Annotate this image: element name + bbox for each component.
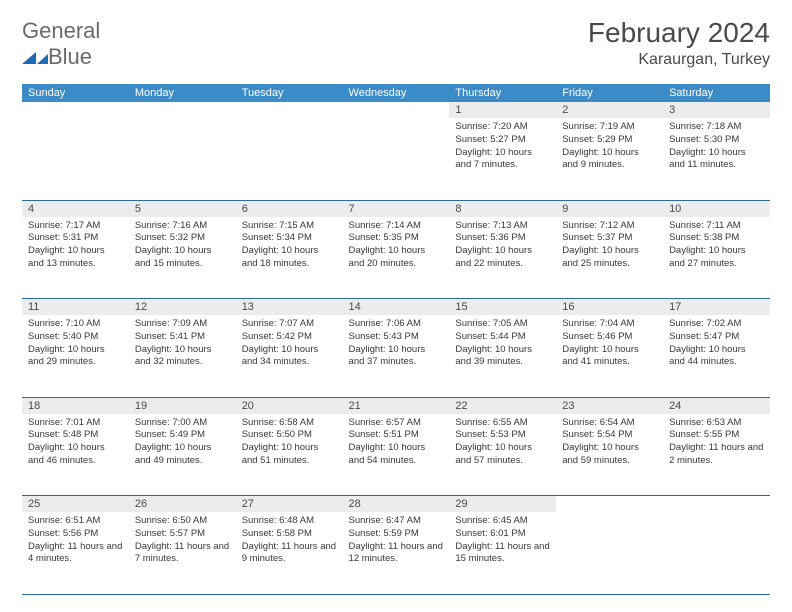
day-number-cell: 15 bbox=[449, 299, 556, 316]
day-number-cell: 6 bbox=[236, 200, 343, 217]
location-text: Karaurgan, Turkey bbox=[588, 51, 770, 69]
day-number-cell bbox=[129, 102, 236, 118]
calendar-header-row: Sunday Monday Tuesday Wednesday Thursday… bbox=[22, 84, 770, 102]
brand-line1: General bbox=[22, 18, 100, 44]
calendar-body: 123Sunrise: 7:20 AM Sunset: 5:27 PM Dayl… bbox=[22, 102, 770, 594]
day-content-cell: Sunrise: 7:02 AM Sunset: 5:47 PM Dayligh… bbox=[663, 315, 770, 397]
day-number-cell: 2 bbox=[556, 102, 663, 118]
day-number-cell: 7 bbox=[343, 200, 450, 217]
day-number-cell: 8 bbox=[449, 200, 556, 217]
day-content-cell: Sunrise: 7:01 AM Sunset: 5:48 PM Dayligh… bbox=[22, 414, 129, 496]
day-content-cell: Sunrise: 6:45 AM Sunset: 6:01 PM Dayligh… bbox=[449, 512, 556, 594]
page-header: General Blue February 2024 Karaurgan, Tu… bbox=[22, 18, 770, 70]
day-number-cell: 17 bbox=[663, 299, 770, 316]
weekday-heading: Saturday bbox=[663, 84, 770, 102]
day-number-cell: 9 bbox=[556, 200, 663, 217]
day-number-cell: 27 bbox=[236, 496, 343, 513]
day-content-cell bbox=[22, 118, 129, 200]
day-number-cell: 3 bbox=[663, 102, 770, 118]
day-content-row: Sunrise: 7:17 AM Sunset: 5:31 PM Dayligh… bbox=[22, 217, 770, 299]
day-number-cell: 4 bbox=[22, 200, 129, 217]
day-content-cell bbox=[236, 118, 343, 200]
day-number-cell: 19 bbox=[129, 397, 236, 414]
weekday-heading: Sunday bbox=[22, 84, 129, 102]
day-content-cell: Sunrise: 6:51 AM Sunset: 5:56 PM Dayligh… bbox=[22, 512, 129, 594]
day-number-cell bbox=[556, 496, 663, 513]
weekday-heading: Friday bbox=[556, 84, 663, 102]
month-title: February 2024 bbox=[588, 18, 770, 49]
weekday-heading: Monday bbox=[129, 84, 236, 102]
day-content-cell: Sunrise: 7:13 AM Sunset: 5:36 PM Dayligh… bbox=[449, 217, 556, 299]
day-content-cell: Sunrise: 6:57 AM Sunset: 5:51 PM Dayligh… bbox=[343, 414, 450, 496]
day-number-cell bbox=[236, 102, 343, 118]
day-number-cell: 14 bbox=[343, 299, 450, 316]
brand-logo: General Blue bbox=[22, 18, 100, 70]
day-number-cell: 16 bbox=[556, 299, 663, 316]
day-content-cell: Sunrise: 6:47 AM Sunset: 5:59 PM Dayligh… bbox=[343, 512, 450, 594]
day-number-cell: 20 bbox=[236, 397, 343, 414]
day-content-cell: Sunrise: 7:15 AM Sunset: 5:34 PM Dayligh… bbox=[236, 217, 343, 299]
day-number-cell: 21 bbox=[343, 397, 450, 414]
day-content-cell: Sunrise: 7:11 AM Sunset: 5:38 PM Dayligh… bbox=[663, 217, 770, 299]
calendar-table: Sunday Monday Tuesday Wednesday Thursday… bbox=[22, 84, 770, 595]
day-content-cell: Sunrise: 7:09 AM Sunset: 5:41 PM Dayligh… bbox=[129, 315, 236, 397]
logo-swoosh-icon bbox=[22, 48, 48, 66]
day-number-cell: 22 bbox=[449, 397, 556, 414]
day-content-row: Sunrise: 6:51 AM Sunset: 5:56 PM Dayligh… bbox=[22, 512, 770, 594]
day-content-cell: Sunrise: 6:54 AM Sunset: 5:54 PM Dayligh… bbox=[556, 414, 663, 496]
day-number-cell: 23 bbox=[556, 397, 663, 414]
day-content-cell: Sunrise: 6:50 AM Sunset: 5:57 PM Dayligh… bbox=[129, 512, 236, 594]
day-content-cell: Sunrise: 6:55 AM Sunset: 5:53 PM Dayligh… bbox=[449, 414, 556, 496]
day-content-cell: Sunrise: 6:48 AM Sunset: 5:58 PM Dayligh… bbox=[236, 512, 343, 594]
day-number-cell: 18 bbox=[22, 397, 129, 414]
day-content-row: Sunrise: 7:10 AM Sunset: 5:40 PM Dayligh… bbox=[22, 315, 770, 397]
day-number-row: 45678910 bbox=[22, 200, 770, 217]
weekday-heading: Wednesday bbox=[343, 84, 450, 102]
day-content-row: Sunrise: 7:20 AM Sunset: 5:27 PM Dayligh… bbox=[22, 118, 770, 200]
day-content-cell: Sunrise: 7:00 AM Sunset: 5:49 PM Dayligh… bbox=[129, 414, 236, 496]
day-number-cell: 5 bbox=[129, 200, 236, 217]
title-block: February 2024 Karaurgan, Turkey bbox=[588, 18, 770, 69]
day-content-cell: Sunrise: 6:58 AM Sunset: 5:50 PM Dayligh… bbox=[236, 414, 343, 496]
day-content-cell: Sunrise: 7:06 AM Sunset: 5:43 PM Dayligh… bbox=[343, 315, 450, 397]
day-number-cell: 26 bbox=[129, 496, 236, 513]
day-number-cell bbox=[663, 496, 770, 513]
day-content-cell: Sunrise: 7:16 AM Sunset: 5:32 PM Dayligh… bbox=[129, 217, 236, 299]
day-content-cell: Sunrise: 7:04 AM Sunset: 5:46 PM Dayligh… bbox=[556, 315, 663, 397]
day-content-cell: Sunrise: 7:10 AM Sunset: 5:40 PM Dayligh… bbox=[22, 315, 129, 397]
day-number-row: 11121314151617 bbox=[22, 299, 770, 316]
brand-line2: Blue bbox=[48, 44, 92, 70]
day-content-cell bbox=[129, 118, 236, 200]
day-content-cell: Sunrise: 7:17 AM Sunset: 5:31 PM Dayligh… bbox=[22, 217, 129, 299]
day-number-row: 123 bbox=[22, 102, 770, 118]
day-number-cell: 13 bbox=[236, 299, 343, 316]
day-number-cell: 29 bbox=[449, 496, 556, 513]
day-content-cell: Sunrise: 7:05 AM Sunset: 5:44 PM Dayligh… bbox=[449, 315, 556, 397]
day-content-row: Sunrise: 7:01 AM Sunset: 5:48 PM Dayligh… bbox=[22, 414, 770, 496]
day-number-cell: 28 bbox=[343, 496, 450, 513]
day-content-cell bbox=[343, 118, 450, 200]
day-number-cell bbox=[343, 102, 450, 118]
day-number-cell: 24 bbox=[663, 397, 770, 414]
day-number-cell: 1 bbox=[449, 102, 556, 118]
day-number-row: 2526272829 bbox=[22, 496, 770, 513]
day-content-cell: Sunrise: 7:19 AM Sunset: 5:29 PM Dayligh… bbox=[556, 118, 663, 200]
day-content-cell: Sunrise: 7:18 AM Sunset: 5:30 PM Dayligh… bbox=[663, 118, 770, 200]
day-content-cell: Sunrise: 7:12 AM Sunset: 5:37 PM Dayligh… bbox=[556, 217, 663, 299]
day-number-row: 18192021222324 bbox=[22, 397, 770, 414]
day-content-cell: Sunrise: 7:14 AM Sunset: 5:35 PM Dayligh… bbox=[343, 217, 450, 299]
day-number-cell bbox=[22, 102, 129, 118]
day-content-cell bbox=[556, 512, 663, 594]
day-content-cell bbox=[663, 512, 770, 594]
day-number-cell: 10 bbox=[663, 200, 770, 217]
day-number-cell: 11 bbox=[22, 299, 129, 316]
day-number-cell: 12 bbox=[129, 299, 236, 316]
weekday-heading: Tuesday bbox=[236, 84, 343, 102]
weekday-heading: Thursday bbox=[449, 84, 556, 102]
day-number-cell: 25 bbox=[22, 496, 129, 513]
day-content-cell: Sunrise: 6:53 AM Sunset: 5:55 PM Dayligh… bbox=[663, 414, 770, 496]
day-content-cell: Sunrise: 7:20 AM Sunset: 5:27 PM Dayligh… bbox=[449, 118, 556, 200]
day-content-cell: Sunrise: 7:07 AM Sunset: 5:42 PM Dayligh… bbox=[236, 315, 343, 397]
